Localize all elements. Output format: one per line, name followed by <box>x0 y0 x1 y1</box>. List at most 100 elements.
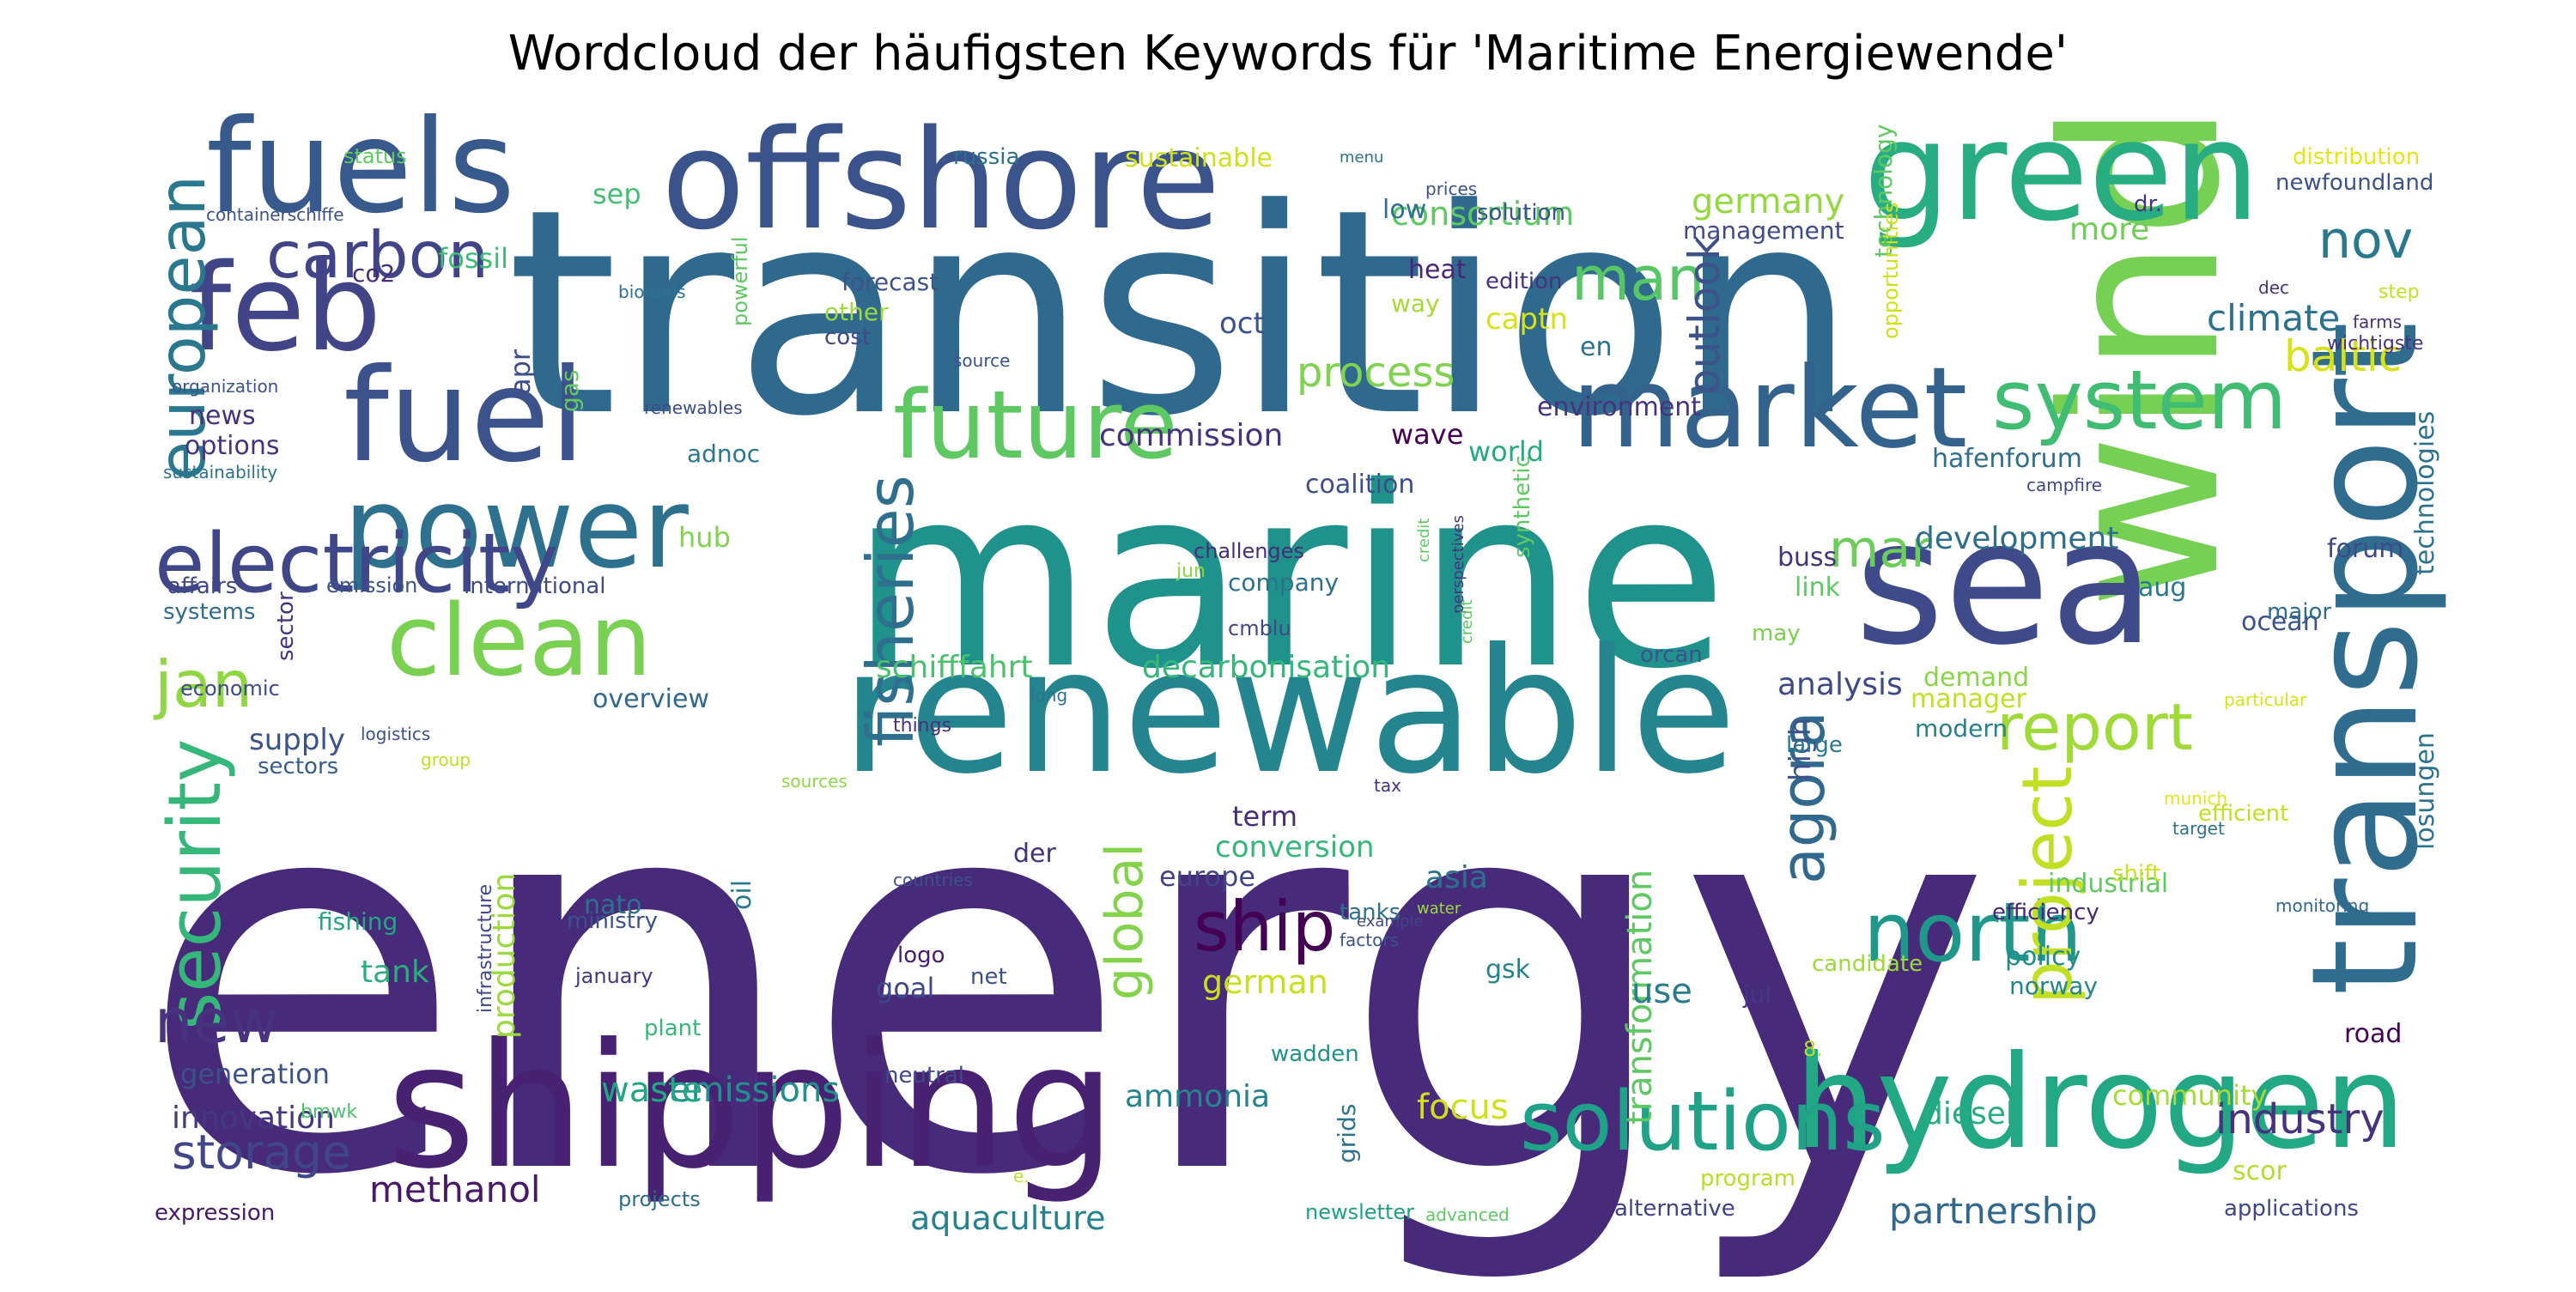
word-system: system <box>1992 354 2287 448</box>
word-climate: climate <box>2207 297 2341 339</box>
word-energy: energy <box>137 673 1993 1292</box>
word-market: market <box>1571 343 1968 473</box>
word-ocean: ocean <box>2241 607 2319 637</box>
word-feb: feb <box>189 239 382 379</box>
word-forecast: forecast <box>841 268 939 296</box>
word-coalition: coalition <box>1305 470 1415 500</box>
word-target: target <box>2172 818 2225 839</box>
word-orcan: orcan <box>1640 642 1703 668</box>
word-policy: policy <box>2005 942 2081 972</box>
word-biofuels: biofuels <box>618 282 686 302</box>
word-manager: manager <box>1911 684 2026 714</box>
word-wave: wave <box>1391 418 1464 451</box>
word-decarbonisation: decarbonisation <box>1142 650 1391 685</box>
word-fuel: fuel <box>343 342 586 491</box>
word-transition: transition <box>507 149 1857 478</box>
word-dr: dr. <box>2134 191 2163 217</box>
word-nov: nov <box>2318 210 2414 270</box>
word-hub: hub <box>678 521 731 554</box>
word-solutions: solutions <box>1520 1075 1886 1169</box>
word-tax: tax <box>1374 775 1401 796</box>
word-efficient: efficient <box>2198 801 2289 827</box>
word-man: man <box>1571 244 1705 314</box>
word-news: news <box>189 401 256 431</box>
word-industrial: industrial <box>2048 869 2169 899</box>
word-munich: munich <box>2164 788 2228 809</box>
word-alternative: alternative <box>1614 1196 1735 1222</box>
word-focus: focus <box>1417 1088 1509 1127</box>
word-example: example <box>1357 913 1424 931</box>
word-more: more <box>2069 212 2150 247</box>
word-power: power <box>343 463 689 593</box>
word-credit: credit <box>1415 518 1433 562</box>
word-asia: asia <box>1425 860 1488 895</box>
word-buss: buss <box>1777 543 1838 573</box>
word-industry: industry <box>2215 1095 2385 1143</box>
word-electricity: electricity <box>155 517 559 611</box>
word-infrastructure: infrastructure <box>475 883 496 1013</box>
word-long: long <box>1030 685 1068 706</box>
word-scor: scor <box>2233 1156 2287 1186</box>
word-wadden: wadden <box>1271 1041 1359 1067</box>
word-process: process <box>1297 349 1455 397</box>
word-overview: overview <box>592 684 709 714</box>
word-may: may <box>1752 621 1801 646</box>
word-menu: menu <box>1340 149 1384 167</box>
word-powerful: powerful <box>728 236 752 326</box>
word-gas: gas <box>556 369 584 412</box>
word-countries: countries <box>893 870 973 890</box>
word-advanced: advanced <box>1425 1204 1510 1225</box>
word-goal: goal <box>876 972 935 1004</box>
word-renewable: renewable <box>841 612 1737 812</box>
word-expression: expression <box>155 1200 276 1226</box>
word-supply: supply <box>249 723 345 757</box>
word-economic: economic <box>180 676 280 701</box>
word-heat: heat <box>1408 255 1467 285</box>
word-storage: storage <box>172 1125 351 1180</box>
word-technologies: technologies <box>2410 410 2440 575</box>
word-diesel: diesel <box>1923 1096 2014 1131</box>
word-offshore: offshore <box>661 100 1221 260</box>
word-projects: projects <box>618 1187 701 1211</box>
word-emissions: emissions <box>670 1071 841 1110</box>
word-applications: applications <box>2224 1196 2359 1222</box>
word-low: low <box>1382 195 1427 225</box>
word-community: community <box>2112 1079 2268 1112</box>
word-sector: sector <box>273 591 299 661</box>
word-factors: factors <box>1340 930 1400 950</box>
word-losungen: losungen <box>2410 732 2440 850</box>
word-affairs: affairs <box>167 573 238 599</box>
word-january: january <box>575 964 653 988</box>
word-use: use <box>1631 972 1692 1011</box>
word-hafenforum: hafenforum <box>1932 444 2082 474</box>
word-wichtigste: wichtigste <box>2327 333 2424 355</box>
word-en: en <box>1580 332 1613 362</box>
word-organization: organization <box>172 376 279 397</box>
word-fishing: fishing <box>318 907 398 936</box>
word-neutral: neutral <box>884 1063 964 1089</box>
word-norway: norway <box>2009 972 2099 1000</box>
word-large: large <box>1786 732 1843 758</box>
word-north: north <box>1863 886 2082 980</box>
word-other: other <box>824 298 889 326</box>
word-mar: mar <box>1829 519 1932 579</box>
word-newfoundland: newfoundland <box>2275 170 2434 196</box>
word-marine: marine <box>850 434 1728 724</box>
word-partnership: partnership <box>1889 1190 2098 1232</box>
word-status: status <box>343 144 407 168</box>
word-tank: tank <box>361 955 429 990</box>
word-generation: generation <box>180 1058 331 1090</box>
word-aquaculture: aquaculture <box>910 1199 1106 1237</box>
word-sources: sources <box>781 771 848 792</box>
word-green: green <box>1863 91 2261 252</box>
word-conversion: conversion <box>1215 830 1375 864</box>
word-jan: jan <box>155 646 253 722</box>
word-candidate: candidate <box>1812 951 1923 977</box>
word-schifffahrt: schifffahrt <box>876 650 1033 685</box>
word-prices: prices <box>1425 179 1478 199</box>
word-environment: environment <box>1537 392 1702 422</box>
word-farms: farms <box>2353 312 2403 332</box>
word-report: report <box>1996 689 2194 765</box>
word-adnoc: adnoc <box>687 440 761 468</box>
word-cloud: energy transition marine wind shipping r… <box>137 91 2451 1292</box>
